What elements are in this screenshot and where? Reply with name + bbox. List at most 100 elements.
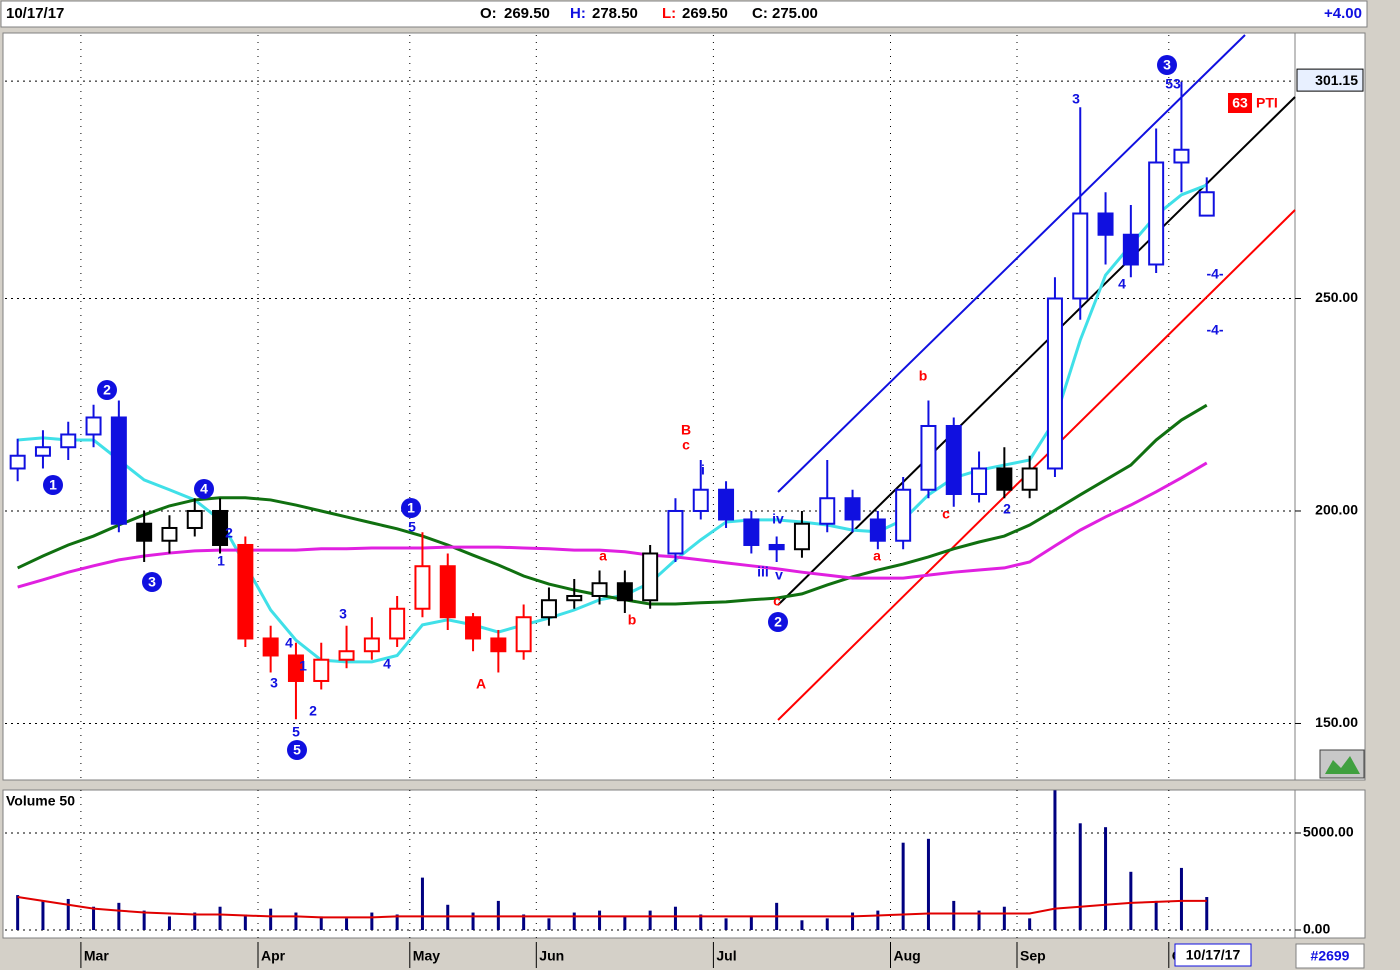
- wave-label: 2: [225, 525, 233, 541]
- candle-body: [1173, 148, 1190, 164]
- channel-bottom: [777, 209, 1296, 721]
- volume-bar: [1205, 897, 1209, 931]
- wave-label: B: [681, 422, 691, 438]
- header-date: 10/17/17: [6, 5, 64, 22]
- x-tick-label: May: [413, 948, 440, 964]
- low-label: L:: [662, 5, 676, 22]
- high-value: 278.50: [592, 5, 638, 22]
- candle-body: [540, 599, 557, 619]
- wave-label: i: [701, 462, 705, 478]
- high-label: H:: [570, 5, 586, 22]
- wave-label: 1: [49, 477, 57, 493]
- candle-body: [60, 433, 77, 449]
- candle-body: [262, 637, 279, 657]
- wave-label: 2: [774, 614, 782, 630]
- wave-label: 3: [148, 574, 156, 590]
- wave-label: -4-: [1206, 266, 1223, 282]
- channel-top: [777, 34, 1246, 493]
- volume-bar: [41, 900, 45, 931]
- open-value: 269.50: [504, 5, 550, 22]
- close-value: 275.00: [772, 5, 818, 22]
- candle-body: [692, 488, 709, 512]
- candle-body: [1148, 161, 1165, 266]
- volume-bar: [395, 914, 399, 931]
- volume-bar: [749, 916, 753, 931]
- x-tick-label: Aug: [894, 948, 921, 964]
- volume-bar: [598, 910, 602, 931]
- wave-label: c: [773, 593, 781, 609]
- candle-body: [465, 616, 482, 640]
- wave-label: v: [775, 567, 783, 583]
- candle-body: [186, 509, 203, 529]
- marker-label: 301.15: [1315, 72, 1358, 88]
- trend-lines: [777, 34, 1296, 721]
- volume-bar: [471, 912, 475, 931]
- candle-body: [34, 446, 51, 457]
- volume-bar: [851, 912, 855, 931]
- wave-label: a: [873, 548, 881, 564]
- wave-label: iii: [757, 564, 769, 580]
- candle-body: [212, 509, 229, 546]
- volume-bar: [724, 918, 728, 931]
- candle-body: [642, 552, 659, 602]
- open-label: O:: [480, 5, 497, 22]
- candle-body: [363, 637, 380, 653]
- candle-body: [490, 637, 507, 653]
- volume-bar: [876, 910, 880, 931]
- volume-bar: [572, 912, 576, 931]
- wave-label: A: [476, 676, 486, 692]
- close-label: C:: [752, 5, 768, 22]
- candle-body: [743, 518, 760, 546]
- candle-body: [869, 518, 886, 542]
- candle-body: [1122, 233, 1139, 266]
- candle-body: [439, 565, 456, 619]
- wave-label: 3: [1163, 57, 1171, 73]
- candle-body: [718, 488, 735, 521]
- volume-bar: [269, 908, 273, 931]
- wave-label: 3: [270, 675, 278, 691]
- wave-label: 1: [407, 500, 415, 516]
- wave-label: 2: [1003, 501, 1011, 517]
- volume-bar: [1028, 918, 1032, 931]
- candle-body: [9, 454, 26, 470]
- candle-body: [414, 565, 431, 610]
- volume-axis-panel: [1294, 789, 1366, 939]
- volume-bar: [699, 914, 703, 931]
- wave-label: -4-: [1206, 322, 1223, 338]
- candle-body: [338, 650, 355, 661]
- volume-bar: [16, 895, 20, 931]
- candle-body: [1046, 297, 1063, 470]
- pti-label: PTI: [1256, 95, 1278, 111]
- candle-body: [85, 416, 102, 436]
- volume-bar: [420, 877, 424, 931]
- candle-body: [1072, 212, 1089, 300]
- volume-bar: [522, 914, 526, 931]
- wave-label: 5: [293, 742, 301, 758]
- x-tick-label: Jul: [716, 948, 736, 964]
- volume-bar: [901, 842, 905, 931]
- y-tick-label: 5000.00: [1303, 824, 1354, 840]
- volume-bar: [1129, 871, 1133, 931]
- volume-bar: [66, 898, 70, 931]
- volume-bar: [800, 920, 804, 931]
- candle-body: [566, 594, 583, 602]
- moving-average: [17, 403, 1208, 606]
- volume-bar: [648, 910, 652, 931]
- candle-body: [389, 607, 406, 640]
- candle-body: [591, 582, 608, 597]
- wave-label: a: [599, 548, 607, 564]
- candle-body: [616, 582, 633, 602]
- date-box: [1174, 943, 1252, 967]
- volume-bar: [623, 916, 627, 931]
- candle-body: [971, 467, 988, 495]
- volume-bar: [1104, 827, 1108, 931]
- tool-icon-glyph: [1325, 756, 1360, 774]
- wave-circle: [401, 498, 421, 518]
- wave-circle: [194, 479, 214, 499]
- footer-id: #2699: [1311, 948, 1350, 964]
- wave-label: 5: [408, 519, 416, 535]
- wave-circle: [768, 612, 788, 632]
- wave-label: 1: [299, 658, 307, 674]
- wave-label: 1: [217, 553, 225, 569]
